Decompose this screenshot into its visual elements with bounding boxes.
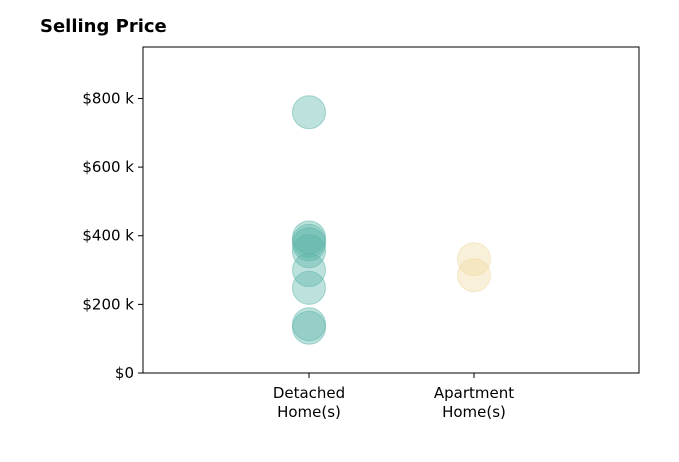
y-tick-label: $400 k — [82, 227, 134, 245]
y-tick-label: $600 k — [82, 158, 134, 176]
x-tick-label: Home(s) — [442, 403, 506, 421]
y-tick-label: $200 k — [82, 295, 134, 313]
x-tick-label: Detached — [273, 384, 345, 402]
data-point — [457, 258, 491, 293]
data-points — [292, 95, 491, 345]
y-tick-label: $800 k — [82, 89, 134, 107]
data-point — [292, 270, 326, 305]
data-point — [292, 227, 326, 262]
data-point — [292, 310, 326, 345]
data-point — [292, 234, 326, 269]
y-tick-label: $0 — [115, 364, 134, 382]
data-point — [292, 95, 326, 130]
chart-title: Selling Price — [40, 16, 167, 37]
y-axis: $0 $200 k $400 k $600 k $800 k — [82, 89, 143, 382]
x-tick-label: Home(s) — [277, 403, 341, 421]
plot-frame — [142, 46, 640, 374]
data-point — [292, 253, 326, 288]
x-tick-label: Apartment — [434, 384, 514, 402]
